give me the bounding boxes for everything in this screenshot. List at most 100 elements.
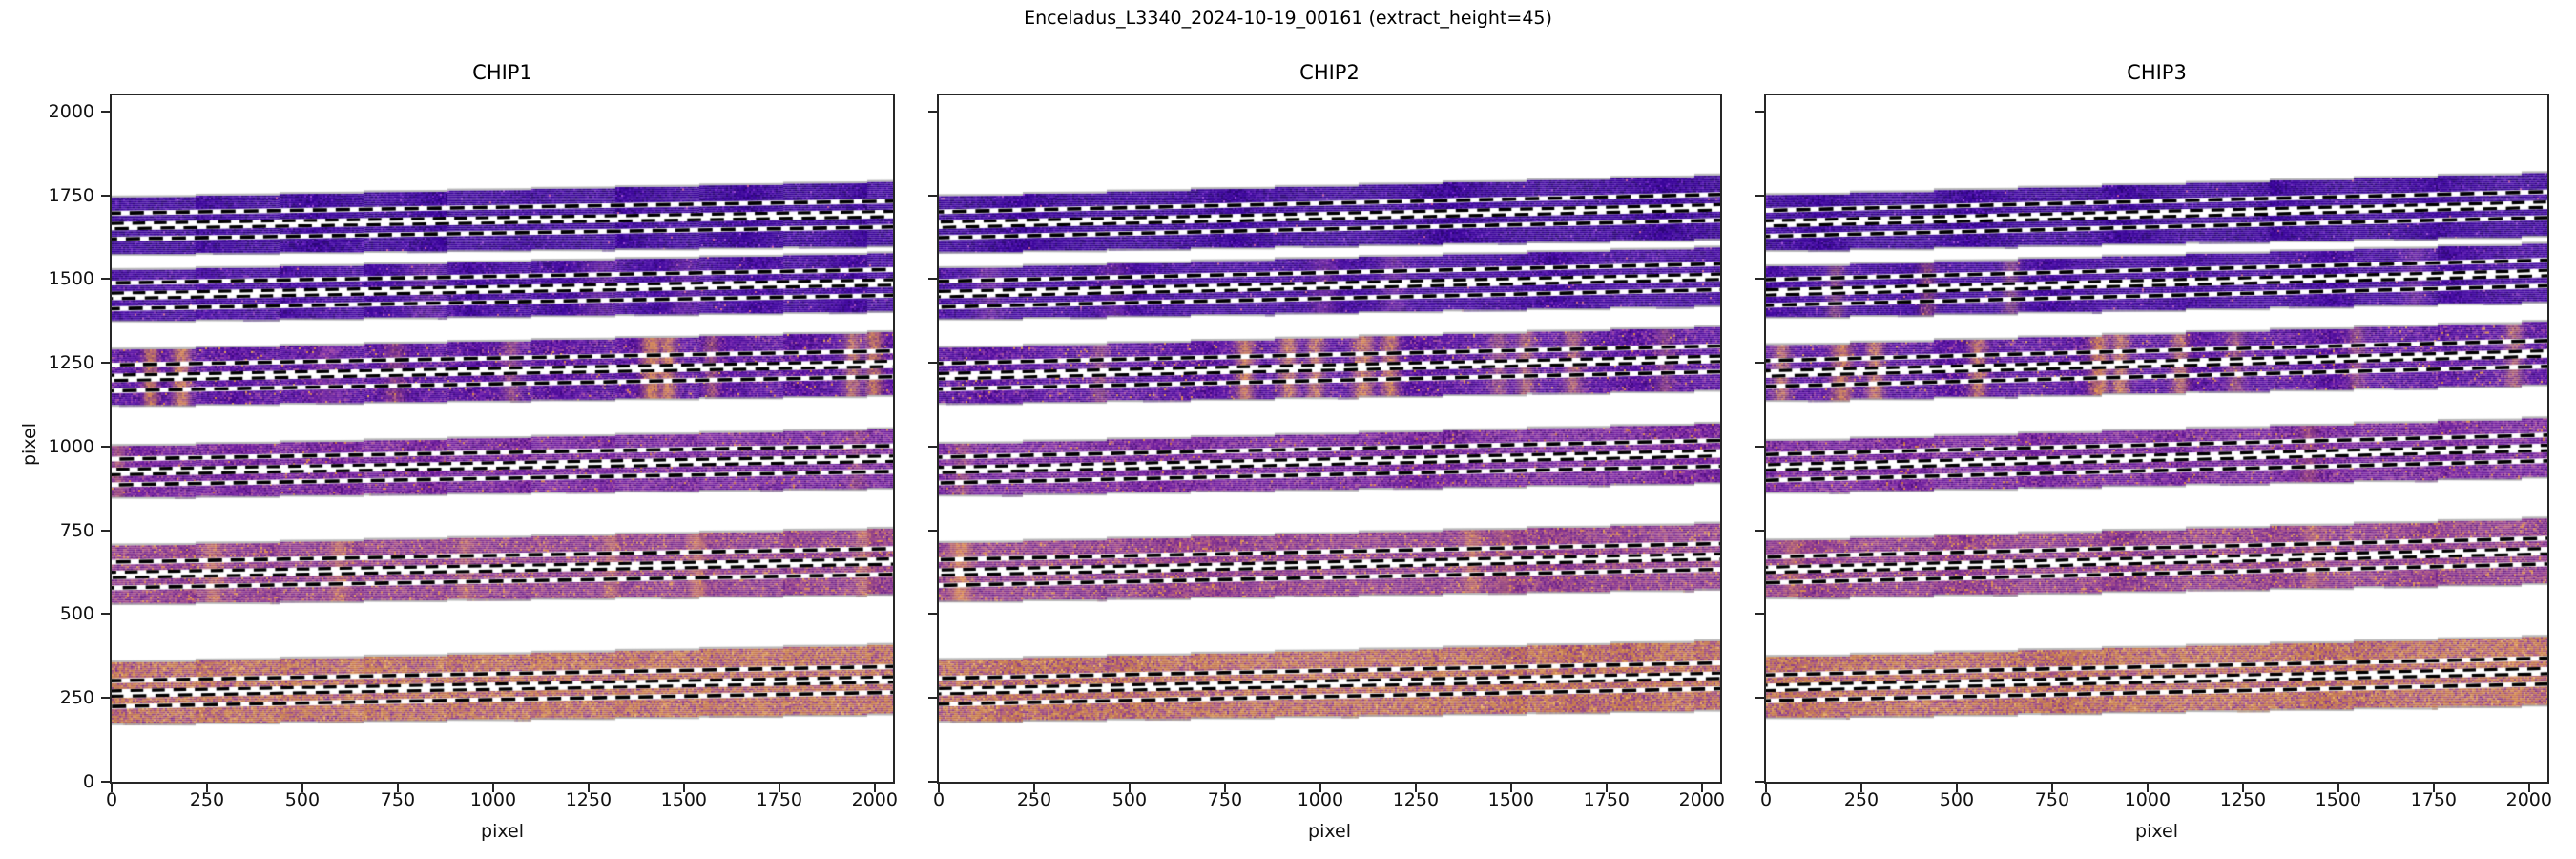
x-tick: [2432, 782, 2435, 792]
y-tick-label: 1000: [48, 435, 94, 457]
axes-chip1: pixel 0 250 500 750 1000 1250 1500 1750 2000 0 250…: [49, 94, 898, 842]
x-tick: [491, 782, 494, 792]
x-tick: [2241, 782, 2244, 792]
x-tick: [778, 782, 780, 792]
y-tick: [1755, 362, 1766, 365]
x-tick: [2050, 782, 2053, 792]
y-tick: [1755, 445, 1766, 448]
x-tick: [1605, 782, 1608, 792]
chip2-xlabel: pixel: [1308, 821, 1351, 842]
y-tick: [1755, 781, 1766, 783]
x-tick-label: 500: [284, 789, 321, 810]
y-tick: [1755, 278, 1766, 281]
y-tick: [101, 445, 112, 448]
x-tick-label: 1750: [756, 789, 802, 810]
x-tick-label: 750: [1207, 789, 1243, 810]
x-tick: [1955, 782, 1958, 792]
x-tick-label: 500: [1111, 789, 1148, 810]
x-tick-label: 250: [1016, 789, 1052, 810]
x-tick-label: 1500: [660, 789, 708, 810]
axes-chip2: pixel 0 250 500 750 1000 1250 1500 1750 2000: [928, 94, 1725, 842]
y-tick: [101, 781, 112, 783]
x-tick-label: 0: [105, 789, 118, 810]
y-tick: [101, 362, 112, 365]
y-tick: [101, 278, 112, 281]
y-tick-label: 1500: [48, 268, 94, 290]
x-tick: [682, 782, 685, 792]
x-tick-label: 1000: [2124, 789, 2171, 810]
x-tick-label: 2000: [1678, 789, 1725, 810]
figure-title: Enceladus_L3340_2024-10-19_00161 (extrac…: [1024, 8, 1552, 29]
y-tick: [101, 110, 112, 113]
x-tick: [2527, 782, 2530, 792]
x-tick-label: 250: [1843, 789, 1880, 810]
y-tick: [1755, 110, 1766, 113]
x-tick: [1765, 782, 1767, 792]
x-tick-label: 1250: [1392, 789, 1440, 810]
chip3-plot-canvas: [1766, 95, 2547, 782]
y-tick: [928, 529, 939, 532]
y-tick: [928, 697, 939, 700]
y-tick: [101, 613, 112, 616]
chip1-xlabel: pixel: [481, 821, 524, 842]
x-tick-label: 0: [1759, 789, 1773, 810]
y-tick: [101, 194, 112, 197]
y-tick: [928, 110, 939, 113]
x-tick-label: 500: [1939, 789, 1975, 810]
x-tick-label: 1500: [1487, 789, 1535, 810]
x-tick: [396, 782, 399, 792]
x-tick: [938, 782, 940, 792]
y-tick-label: 250: [59, 687, 94, 709]
y-tick: [1755, 529, 1766, 532]
x-tick-label: 1750: [1583, 789, 1630, 810]
chip1-plot-canvas: [112, 95, 893, 782]
x-tick: [2146, 782, 2149, 792]
x-tick: [1319, 782, 1321, 792]
panel-title-chip1: CHIP1: [472, 61, 532, 84]
y-tick-label: 750: [59, 519, 94, 541]
x-tick: [1128, 782, 1131, 792]
x-tick: [1700, 782, 1703, 792]
y-tick: [928, 278, 939, 281]
x-tick: [1414, 782, 1417, 792]
y-tick: [928, 445, 939, 448]
panel-title-chip2: CHIP2: [1299, 61, 1360, 84]
x-tick-label: 1000: [469, 789, 517, 810]
y-tick-label: 1250: [48, 352, 94, 374]
x-tick-label: 0: [932, 789, 945, 810]
x-tick: [1859, 782, 1862, 792]
x-tick-label: 1000: [1297, 789, 1344, 810]
x-tick: [205, 782, 208, 792]
x-tick: [301, 782, 303, 792]
x-tick-label: 2000: [851, 789, 898, 810]
x-tick-label: 1250: [565, 789, 613, 810]
x-tick-label: 1750: [2410, 789, 2457, 810]
x-tick: [873, 782, 876, 792]
chip2-plot-canvas: [939, 95, 1720, 782]
x-tick: [1032, 782, 1035, 792]
y-tick-label: 0: [82, 771, 94, 792]
x-tick: [1509, 782, 1512, 792]
y-tick: [1755, 194, 1766, 197]
x-tick: [111, 782, 113, 792]
x-tick-label: 1250: [2219, 789, 2267, 810]
axes-chip3: pixel 0 250 500 750 1000 1250 1500 1750 2000: [1755, 94, 2552, 842]
x-tick: [2337, 782, 2339, 792]
chip3-xlabel: pixel: [2135, 821, 2178, 842]
y-tick: [928, 781, 939, 783]
x-tick-label: 2000: [2505, 789, 2552, 810]
y-tick: [101, 697, 112, 700]
x-tick-label: 1500: [2315, 789, 2362, 810]
x-tick-label: 250: [189, 789, 225, 810]
y-tick: [928, 194, 939, 197]
y-tick: [1755, 613, 1766, 616]
y-tick-label: 2000: [48, 100, 94, 122]
y-tick: [101, 529, 112, 532]
y-axis-label: pixel: [19, 423, 40, 466]
y-tick: [1755, 697, 1766, 700]
x-tick-label: 750: [2034, 789, 2070, 810]
x-tick-label: 750: [380, 789, 416, 810]
panel-title-chip3: CHIP3: [2127, 61, 2187, 84]
x-tick: [1223, 782, 1226, 792]
